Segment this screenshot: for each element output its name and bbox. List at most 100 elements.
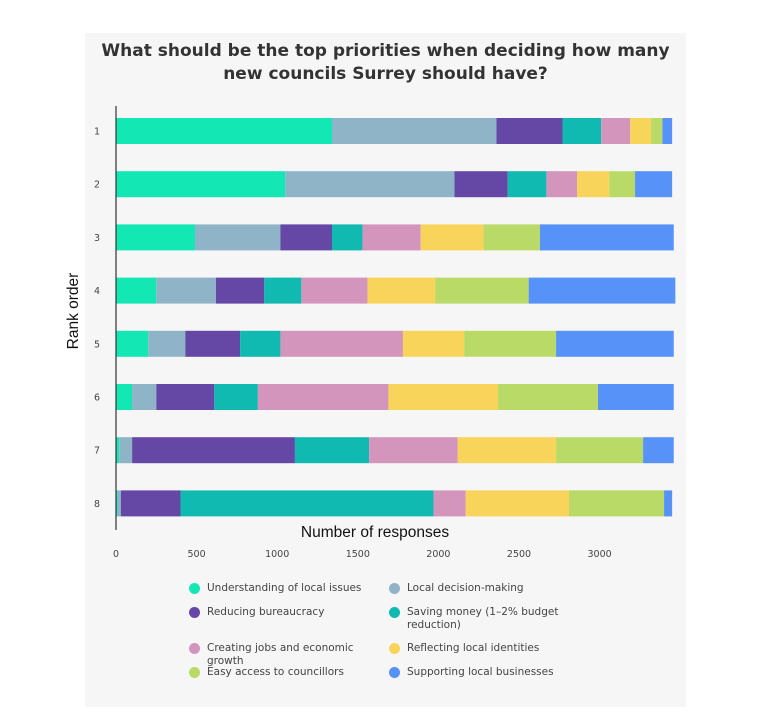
legend-label: Saving money (1–2% budget reduction) xyxy=(407,606,559,631)
legend-swatch xyxy=(189,607,200,618)
legend-label: Local decision-making xyxy=(407,582,524,594)
legend-swatch xyxy=(389,583,400,594)
bar-segment-rank-5-series-6 xyxy=(402,330,465,357)
chart-title-line-2: new councils Surrey should have? xyxy=(223,64,548,84)
bar-segment-rank-8-series-2 xyxy=(117,490,121,517)
chart-card xyxy=(85,33,686,707)
legend-label: Easy access to councillors xyxy=(207,666,344,678)
bar-segment-rank-3-series-6 xyxy=(420,224,484,251)
bar-segment-rank-1-series-3 xyxy=(496,118,563,144)
bar-segment-rank-2-series-4 xyxy=(507,171,547,198)
chart-title-line-1: What should be the top priorities when d… xyxy=(101,41,670,61)
bar-segment-rank-2-series-2 xyxy=(285,171,455,198)
bar-segment-rank-6-series-4 xyxy=(214,384,258,410)
bar-segment-rank-6-series-3 xyxy=(156,384,215,410)
bar-segment-rank-1-series-8 xyxy=(662,118,673,144)
x-tick-label: 2000 xyxy=(426,549,450,560)
legend-label: Reducing bureaucracy xyxy=(207,606,325,618)
legend-label: Creating jobs and economic growth xyxy=(207,642,354,667)
bar-segment-rank-3-series-8 xyxy=(539,224,674,251)
legend-swatch xyxy=(389,607,400,618)
y-tick-label: 1 xyxy=(94,127,100,138)
x-tick-label: 0 xyxy=(113,549,119,560)
bar-segment-rank-2-series-8 xyxy=(635,171,673,198)
bar-segment-rank-4-series-3 xyxy=(215,277,265,304)
bar-segment-rank-4-series-2 xyxy=(156,277,216,304)
bar-segment-rank-5-series-1 xyxy=(116,330,149,357)
bar-segment-rank-7-series-3 xyxy=(132,437,295,464)
bar-segment-rank-6-series-5 xyxy=(257,384,389,410)
bar-segment-rank-3-series-4 xyxy=(332,224,363,251)
y-tick-label: 2 xyxy=(94,180,100,191)
bar-segment-rank-2-series-1 xyxy=(116,171,286,198)
x-axis-title: Number of responses xyxy=(301,524,449,541)
bar-segment-rank-3-series-3 xyxy=(280,224,332,251)
bar-segment-rank-6-series-2 xyxy=(132,384,157,410)
bar-segment-rank-8-series-5 xyxy=(433,490,466,517)
bar-segment-rank-6-series-8 xyxy=(597,384,674,410)
bar-segment-rank-1-series-4 xyxy=(562,118,602,144)
bar-segment-rank-4-series-5 xyxy=(301,277,368,304)
x-tick-label: 3000 xyxy=(588,549,612,560)
bar-segment-rank-2-series-6 xyxy=(577,171,610,198)
bar-segment-rank-1-series-2 xyxy=(332,118,497,144)
legend-label: Understanding of local issues xyxy=(207,582,362,594)
bar-segment-rank-1-series-6 xyxy=(630,118,652,144)
bar-segment-rank-1-series-5 xyxy=(601,118,631,144)
legend-item: Creating jobs and economic growth xyxy=(189,642,377,668)
bar-segment-rank-7-series-8 xyxy=(643,437,674,464)
y-tick-label: 6 xyxy=(94,393,100,404)
bar-segment-rank-6-series-6 xyxy=(388,384,499,410)
chart-title: What should be the top priorities when d… xyxy=(85,40,686,86)
bar-segment-rank-2-series-3 xyxy=(454,171,508,198)
x-tick-label: 2500 xyxy=(507,549,531,560)
y-tick-label: 3 xyxy=(94,233,100,244)
bar-segment-rank-8-series-8 xyxy=(664,490,673,517)
legend-item: Reflecting local identities xyxy=(389,642,577,655)
y-tick-label: 4 xyxy=(94,286,100,297)
bar-segment-rank-4-series-7 xyxy=(435,277,529,304)
bar-segment-rank-8-series-3 xyxy=(120,490,181,517)
legend-swatch xyxy=(189,583,200,594)
x-tick-label: 1000 xyxy=(265,549,289,560)
bar-segment-rank-8-series-7 xyxy=(568,490,665,517)
x-tick-label: 1500 xyxy=(346,549,370,560)
legend-item: Reducing bureaucracy xyxy=(189,606,377,619)
bar-segment-rank-7-series-4 xyxy=(294,437,370,464)
bar-segment-rank-7-series-5 xyxy=(369,437,458,464)
bar-segment-rank-4-series-6 xyxy=(367,277,436,304)
y-tick-label: 8 xyxy=(94,499,100,510)
legend-label: Supporting local businesses xyxy=(407,666,554,678)
bar-segment-rank-8-series-4 xyxy=(180,490,434,517)
bar-segment-rank-7-series-6 xyxy=(457,437,557,464)
bar-segment-rank-8-series-6 xyxy=(465,490,569,517)
legend-item: Local decision-making xyxy=(389,582,577,595)
legend-item: Supporting local businesses xyxy=(389,666,577,679)
legend-label: Reflecting local identities xyxy=(407,642,540,654)
bar-segment-rank-7-series-1 xyxy=(116,437,120,464)
y-axis-title: Rank order xyxy=(65,273,82,350)
bar-segment-rank-1-series-1 xyxy=(116,118,333,144)
bar-segment-rank-4-series-1 xyxy=(116,277,157,304)
bar-segment-rank-2-series-7 xyxy=(609,171,636,198)
legend-swatch xyxy=(389,667,400,678)
bar-segment-rank-5-series-8 xyxy=(556,330,674,357)
bar-segment-rank-2-series-5 xyxy=(546,171,578,198)
bar-segment-rank-3-series-7 xyxy=(483,224,540,251)
y-tick-label: 7 xyxy=(94,446,100,457)
bar-segment-rank-3-series-1 xyxy=(116,224,195,251)
x-tick-label: 500 xyxy=(188,549,206,560)
legend-item: Saving money (1–2% budget reduction) xyxy=(389,606,577,632)
bar-segment-rank-5-series-5 xyxy=(280,330,403,357)
legend-swatch xyxy=(189,667,200,678)
bar-segment-rank-5-series-4 xyxy=(240,330,281,357)
bar-segment-rank-3-series-5 xyxy=(362,224,421,251)
y-tick-label: 5 xyxy=(94,339,100,350)
legend-item: Easy access to councillors xyxy=(189,666,377,679)
legend-swatch xyxy=(389,643,400,654)
bar-segment-rank-5-series-2 xyxy=(148,330,186,357)
bar-segment-rank-1-series-7 xyxy=(651,118,663,144)
legend-swatch xyxy=(189,643,200,654)
bar-segment-rank-6-series-7 xyxy=(498,384,598,410)
